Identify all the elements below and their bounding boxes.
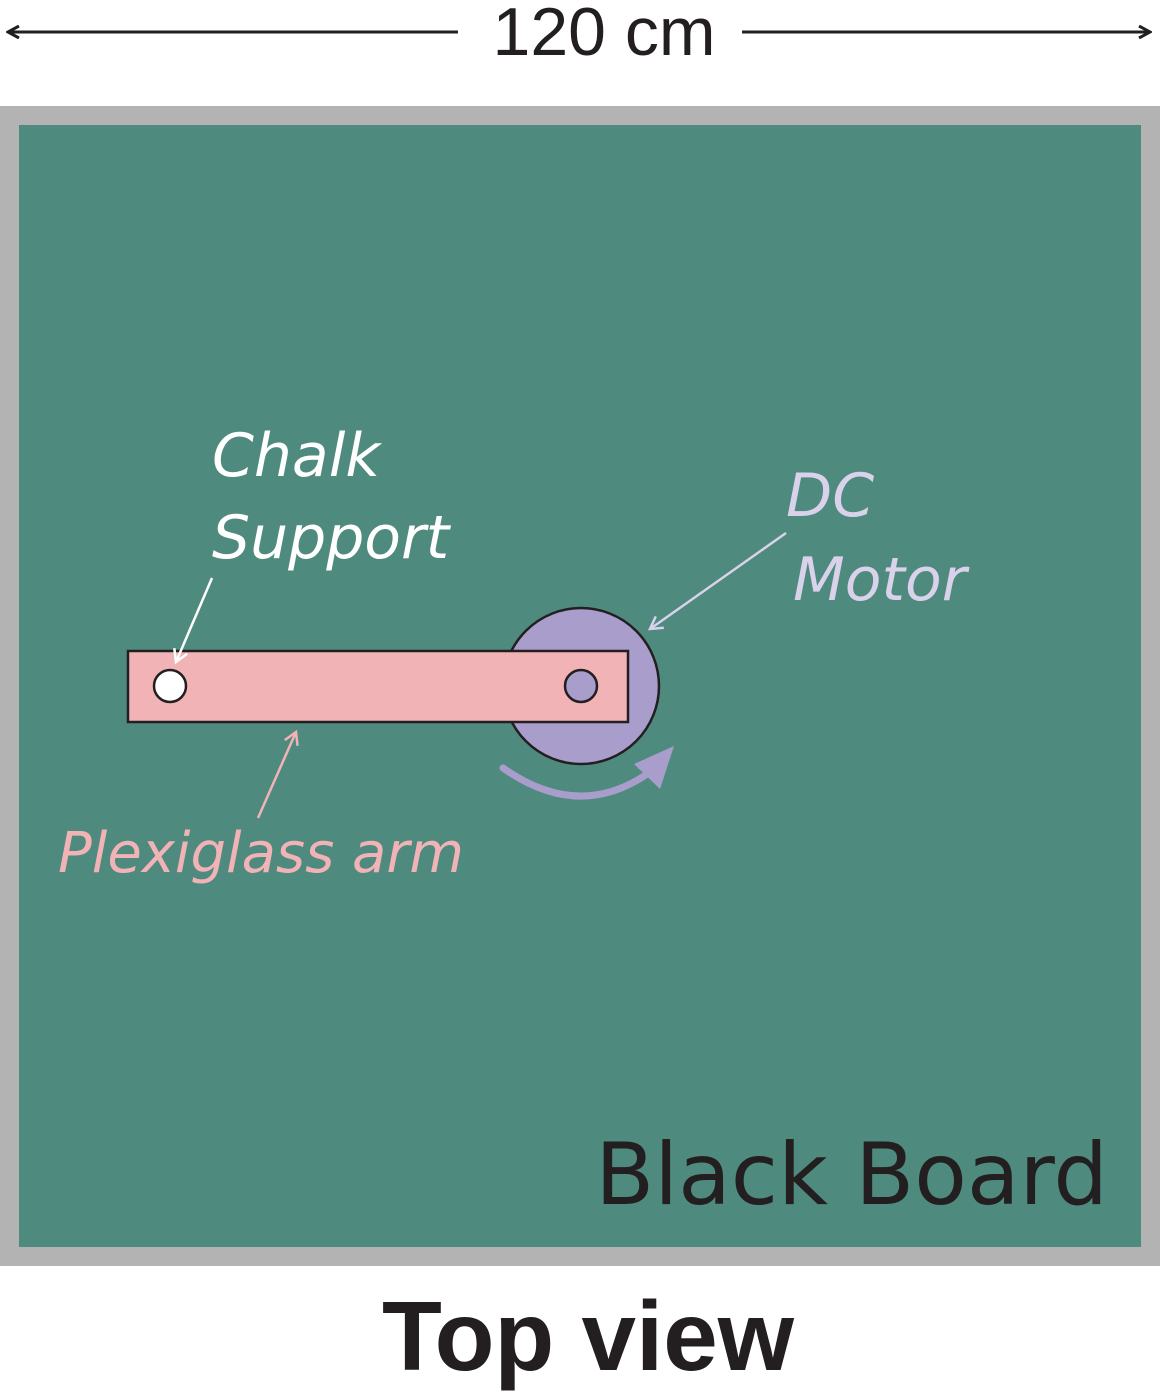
chalk-support-label: Chalk Support xyxy=(212,421,452,573)
chalk-support-hole xyxy=(152,668,188,704)
dc-motor-label-line1: DC xyxy=(786,461,874,531)
plexiglass-arm-leader xyxy=(256,732,296,819)
chalk-support-label-line1: Chalk xyxy=(212,421,382,491)
dc-motor-label-line2: Motor xyxy=(793,545,970,615)
dc-motor-leader xyxy=(650,531,787,629)
motor-shaft xyxy=(563,668,599,704)
chalk-support-label-line2: Support xyxy=(212,503,452,573)
figure-caption: Top view xyxy=(382,1281,795,1391)
board-label: Black Board xyxy=(595,1125,1108,1225)
rotation-arrow-icon xyxy=(499,746,674,800)
dc-motor-label: DC Motor xyxy=(786,461,970,615)
plexiglass-arm xyxy=(126,649,630,724)
dimension-label: 120 cm xyxy=(493,0,716,70)
chalk-support-leader xyxy=(176,577,214,662)
plexiglass-arm-label: Plexiglass arm xyxy=(58,821,464,886)
